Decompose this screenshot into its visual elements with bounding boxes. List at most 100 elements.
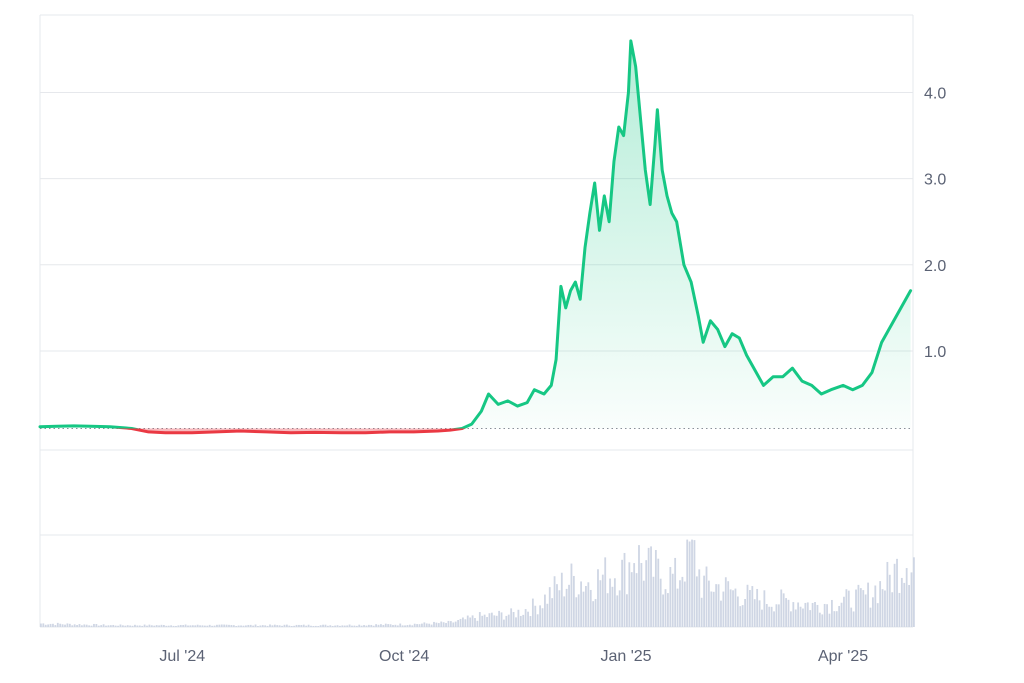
volume-bar — [191, 625, 194, 627]
volume-bar — [727, 581, 730, 627]
volume-bar — [365, 625, 368, 627]
volume-bar — [305, 625, 308, 627]
volume-bar — [372, 625, 375, 627]
volume-bar — [592, 601, 595, 627]
volume-bar — [536, 614, 539, 627]
volume-bar — [288, 625, 291, 627]
volume-bar — [708, 580, 710, 627]
volume-bar — [85, 624, 88, 627]
volume-bar — [170, 625, 173, 627]
volume-bar — [903, 582, 906, 627]
volume-bar — [563, 596, 566, 627]
volume-bar — [626, 594, 628, 627]
volume-bar — [679, 580, 681, 627]
volume-bar — [799, 606, 802, 627]
volume-bar — [729, 589, 732, 627]
volume-bar — [196, 624, 199, 627]
volume-bar — [76, 625, 78, 627]
volume-bar — [529, 616, 532, 627]
volume-bar — [589, 589, 592, 627]
volume-bar — [341, 625, 344, 627]
volume-bar — [664, 589, 667, 627]
volume-bar — [206, 625, 209, 627]
volume-bar — [208, 624, 211, 627]
volume-bar — [572, 575, 575, 627]
volume-bar — [418, 624, 421, 627]
volume-bar — [326, 625, 329, 627]
volume-bar — [105, 625, 107, 627]
volume-bar — [580, 581, 582, 627]
volume-bar — [710, 591, 713, 627]
volume-bar — [175, 625, 177, 627]
volume-bar — [486, 617, 488, 627]
volume-bar — [100, 625, 103, 627]
volume-bar — [630, 572, 633, 627]
volume-bar — [134, 624, 136, 627]
volume-bar — [739, 606, 742, 627]
volume-bar — [324, 624, 327, 627]
volume-bar — [720, 600, 722, 627]
volume-bar — [404, 625, 406, 627]
volume-bar — [375, 624, 378, 627]
volume-bar — [594, 599, 597, 627]
volume-bar — [90, 625, 93, 627]
volume-bar — [97, 625, 100, 627]
volume-bar — [886, 561, 889, 627]
volume-bar — [734, 588, 737, 627]
volume-bar — [54, 625, 57, 627]
volume-bar — [635, 573, 638, 627]
volume-bar — [83, 624, 86, 627]
volume-bar — [913, 557, 915, 627]
volume-bar — [61, 624, 64, 627]
x-tick-label: Oct '24 — [379, 648, 429, 665]
volume-bar — [194, 625, 197, 627]
price-line-up[interactable] — [38, 39, 913, 433]
volume-bar — [498, 610, 500, 627]
volume-bar — [857, 584, 860, 627]
volume-bar — [136, 625, 139, 627]
volume-bar — [302, 624, 305, 627]
volume-bar — [609, 578, 611, 627]
volume-bar — [792, 602, 795, 627]
volume-bar — [343, 625, 346, 627]
volume-bar — [112, 624, 115, 627]
price-line-down[interactable] — [40, 41, 911, 435]
volume-bar — [312, 625, 315, 627]
volume-bar — [457, 620, 460, 627]
volume-bar — [437, 623, 440, 627]
volume-bar — [872, 597, 874, 627]
volume-bar — [503, 619, 505, 627]
volume-bar — [517, 609, 520, 627]
volume-bar — [546, 603, 549, 627]
volume-bar — [124, 625, 127, 627]
volume-bar — [454, 621, 457, 627]
volume-bar — [691, 539, 693, 627]
volume-bar — [787, 599, 790, 627]
volume-bar — [717, 584, 720, 627]
volume-bar — [647, 547, 650, 627]
volume-bar — [753, 599, 756, 627]
volume-bar — [908, 584, 910, 627]
volume-bar — [577, 594, 580, 627]
volume-bar — [859, 588, 862, 627]
volume-bar — [242, 625, 245, 627]
volume-bar — [802, 608, 804, 627]
volume-bar — [553, 576, 556, 627]
volume-bar — [228, 624, 230, 627]
volume-bar — [64, 624, 66, 627]
volume-bar — [746, 584, 749, 627]
volume-bar — [483, 614, 486, 627]
price-area-above-baseline — [40, 40, 911, 429]
volume-bar — [213, 625, 216, 627]
volume-bar — [235, 626, 238, 627]
volume-bar — [252, 625, 255, 627]
volume-bar — [387, 624, 390, 627]
volume-bar — [317, 626, 320, 627]
volume-bar — [107, 625, 110, 627]
volume-bar — [293, 625, 296, 627]
volume-bar — [585, 586, 587, 627]
volume-bar — [884, 590, 886, 627]
volume-bar — [220, 624, 223, 627]
